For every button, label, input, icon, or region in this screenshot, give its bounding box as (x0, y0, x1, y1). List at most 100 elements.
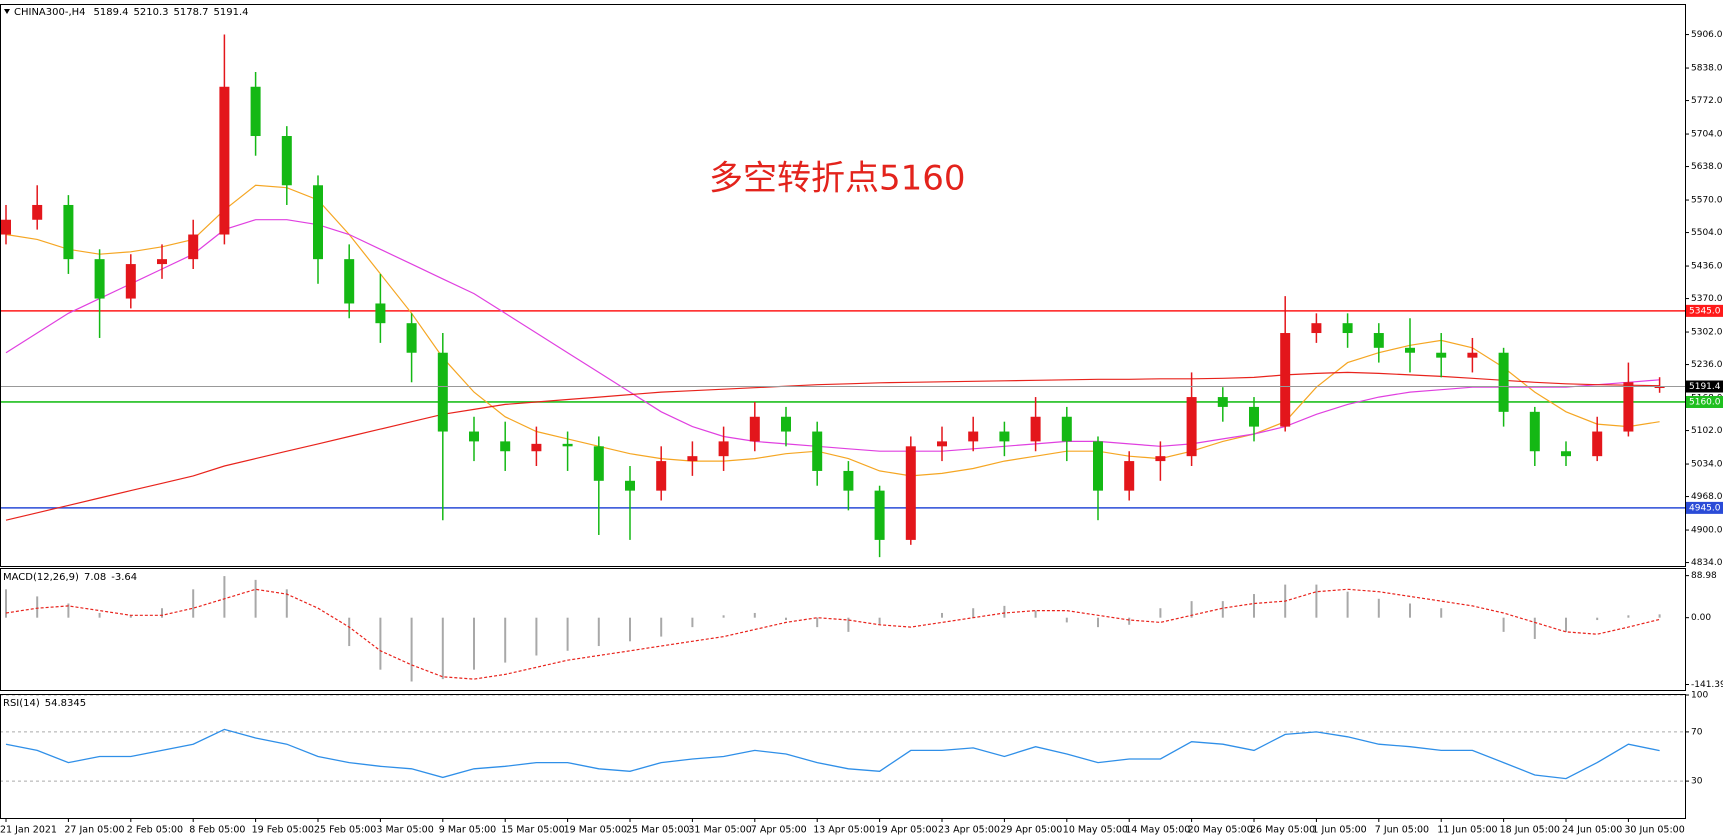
x-tick-label: 19 Feb 05:00 (252, 825, 314, 836)
candle-body (157, 259, 167, 265)
rsi-plot (1, 695, 1685, 782)
y-tick-label: 5034.0 (1691, 460, 1723, 470)
level-label: 5160.0 (1689, 397, 1721, 407)
candle-body (32, 204, 43, 220)
y-tick-label: 5570.0 (1691, 196, 1723, 206)
candle-body (905, 446, 916, 540)
y-tick-label: 70 (1691, 727, 1703, 737)
y-tick-label: 5638.0 (1691, 162, 1723, 172)
x-tick-label: 30 Jun 05:00 (1624, 825, 1684, 836)
candle-body (406, 323, 417, 353)
y-tick-label: 5838.0 (1691, 64, 1723, 74)
y-tick-label: 5102.0 (1691, 426, 1723, 436)
x-tick-label: 27 Jan 05:00 (64, 825, 124, 836)
candle-body (1467, 352, 1478, 358)
candle-body (437, 352, 448, 432)
y-tick-label: 5906.0 (1691, 30, 1723, 40)
x-tick-label: 8 Feb 05:00 (189, 825, 245, 836)
macd-header: MACD(12,26,9) 7.08 -3.64 (3, 572, 137, 583)
candle-body (687, 456, 698, 462)
candle-body (1249, 406, 1259, 427)
candle-body (1373, 333, 1384, 348)
x-tick-label: 18 Jun 05:00 (1500, 825, 1560, 836)
y-tick-label: 4834.0 (1691, 558, 1723, 568)
x-tick-label: 29 Apr 05:00 (1000, 825, 1062, 836)
y-tick-label: 4968.0 (1691, 492, 1723, 502)
signal-line (5, 588, 1660, 680)
candle-body (469, 431, 479, 442)
low-value: 5178.7 (174, 7, 209, 18)
candle-body (1561, 451, 1571, 457)
x-tick-label: 3 Mar 05:00 (376, 825, 433, 836)
x-tick-label: 15 Mar 05:00 (501, 825, 564, 836)
x-tick-label: 11 Jun 05:00 (1437, 825, 1497, 836)
x-tick-label: 25 Mar 05:00 (626, 825, 689, 836)
candle-body (1217, 397, 1228, 407)
y-tick-label: 5504.0 (1691, 228, 1723, 238)
candle-body (937, 441, 947, 447)
candle-body (1342, 323, 1353, 334)
candle-body (1654, 386, 1665, 389)
level-label-box (1686, 501, 1723, 514)
moving-average (5, 184, 1660, 477)
candle-body (562, 443, 573, 447)
y-tick-label: 100 (1691, 691, 1708, 701)
candle-body (1436, 352, 1447, 358)
x-tick-label: 14 May 05:00 (1125, 825, 1190, 836)
candle-body (1592, 431, 1603, 457)
x-tick-label: 26 May 05:00 (1250, 825, 1315, 836)
macd-title: MACD(12,26,9) (3, 572, 79, 583)
close-value: 5191.4 (214, 7, 249, 18)
y-tick-label: 5302.0 (1691, 328, 1723, 338)
x-tick-label: 1 Jun 05:00 (1312, 825, 1366, 836)
y-tick-label: -141.39 (1691, 680, 1723, 690)
x-tick-label: 2 Feb 05:00 (127, 825, 183, 836)
rsi-value: 54.8345 (45, 698, 86, 709)
y-tick-label: 88.98 (1691, 571, 1717, 581)
candle-body (1, 219, 11, 235)
candle-body (1093, 441, 1103, 491)
candle-body (63, 204, 74, 260)
x-tick-label: 24 Jun 05:00 (1562, 825, 1622, 836)
candle-body (843, 470, 854, 491)
y-tick-label: 5236.0 (1691, 360, 1723, 370)
candle-body (1498, 352, 1509, 412)
rsi-header: RSI(14) 54.8345 (3, 698, 86, 709)
candle-body (1280, 333, 1291, 427)
candle-body (500, 441, 511, 452)
candle-body (375, 303, 386, 324)
x-tick-label: 9 Mar 05:00 (439, 825, 496, 836)
signal-value: -3.64 (111, 572, 137, 583)
symbol-header: CHINA300-,H4 5189.4 5210.3 5178.7 5191.4 (14, 7, 249, 18)
candle-body (313, 185, 323, 260)
main-plot (1, 34, 1685, 558)
level-label-box (1686, 395, 1723, 408)
x-tick-label: 23 Apr 05:00 (938, 825, 1000, 836)
rsi-title: RSI(14) (3, 698, 40, 709)
x-tick-label: 21 Jan 2021 (0, 825, 57, 836)
candle-body (94, 259, 105, 299)
x-tick-label: 19 Mar 05:00 (564, 825, 627, 836)
menu-triangle[interactable] (4, 9, 10, 14)
candle-body (344, 259, 355, 304)
candle-body (1124, 461, 1135, 491)
x-tick-label: 13 Apr 05:00 (813, 825, 875, 836)
moving-average (5, 219, 1660, 452)
x-tick-label: 25 Feb 05:00 (314, 825, 376, 836)
main-panel-frame (0, 4, 1686, 567)
level-label-box (1686, 304, 1723, 317)
candle-body (125, 264, 136, 299)
x-tick-label: 7 Jun 05:00 (1375, 825, 1429, 836)
candle-body (656, 461, 667, 491)
moving-average (5, 371, 1660, 521)
candle-body (188, 234, 199, 260)
macd-plot (5, 576, 1661, 682)
level-label: 4945.0 (1689, 503, 1721, 513)
level-label: 5345.0 (1689, 306, 1721, 316)
candle-body (625, 480, 635, 491)
candle-body (812, 431, 823, 471)
y-tick-label: 5772.0 (1691, 96, 1723, 106)
candle-body (219, 86, 230, 235)
rsi-panel-frame (0, 694, 1686, 819)
